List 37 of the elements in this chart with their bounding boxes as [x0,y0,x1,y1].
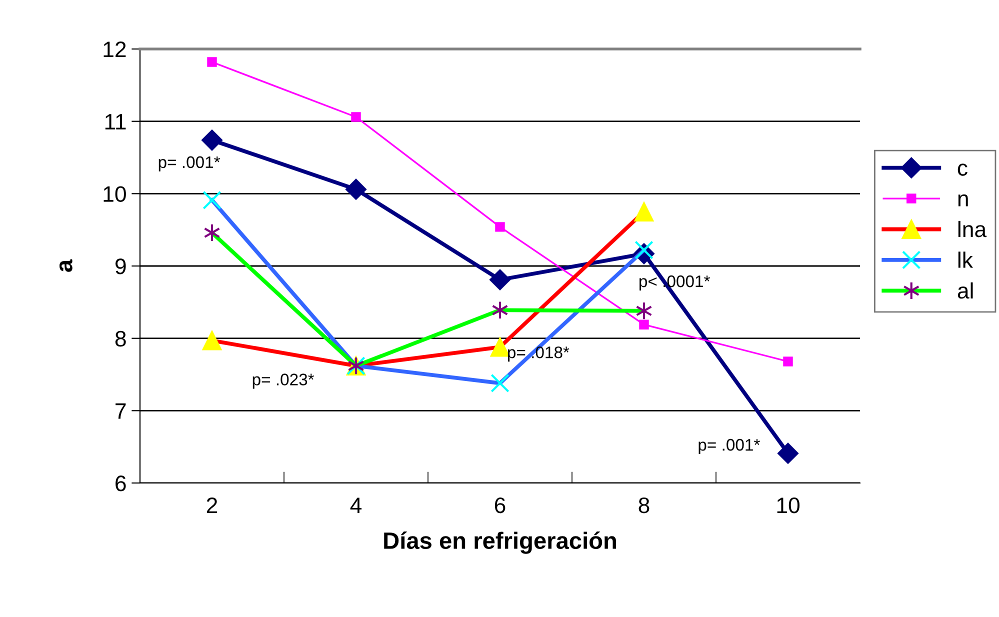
legend-label: lna [958,220,987,238]
legend-label: al [958,282,973,299]
point [207,57,217,67]
point [490,374,510,393]
y-tick-label: 6 [116,476,126,492]
point [351,112,361,122]
point [201,130,223,151]
x-tick-label: 2 [206,497,218,513]
y-tick-label: 9 [115,258,126,274]
x-tick-label: 4 [350,498,362,513]
point [634,240,654,260]
point [495,222,505,232]
x-tick-label: 10 [777,497,800,514]
annotation: p= .023* [252,374,314,389]
y-tick-label: 10 [104,186,126,202]
x-axis-title: Días en refrigeración [384,531,616,554]
point [489,269,511,290]
x-tick-label: 8 [638,497,650,514]
legend-label: c [958,164,968,176]
x-tick-label: 6 [494,497,506,514]
annotation: p= .001* [158,156,220,172]
point [345,178,367,200]
point [783,356,793,366]
point [202,190,222,210]
point [202,330,222,350]
point [639,320,649,330]
point [490,337,510,357]
point [777,442,799,464]
y-tick-label: 8 [115,330,126,347]
y-tick-label: 12 [104,42,126,58]
legend-label: lk [958,252,974,268]
y-axis-title: a [59,259,72,272]
y-tick-label: 11 [105,114,126,130]
legend-label: n [958,194,968,206]
annotation: p= .001* [698,438,760,454]
y-tick-label: 7 [116,403,126,419]
point [634,202,654,222]
